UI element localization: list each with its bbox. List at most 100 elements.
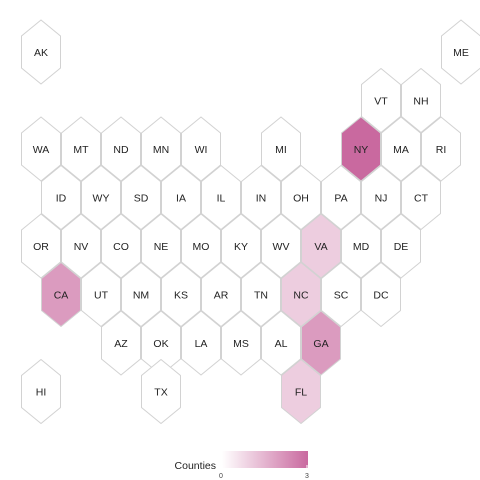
state-tile-ut: UT (81, 261, 121, 328)
state-tile-ma: MA (381, 116, 421, 182)
state-label-ma: MA (393, 144, 409, 156)
state-tile-ct: CT (401, 164, 441, 231)
legend-min-label: 0 (219, 473, 223, 480)
state-hex-al (261, 310, 301, 376)
state-hex-oh (281, 164, 321, 231)
state-hex-dc (361, 261, 401, 328)
state-tile-wv: WV (261, 213, 301, 279)
state-hex-vt (361, 67, 401, 134)
state-label-ia: IA (176, 193, 186, 205)
state-label-de: DE (394, 241, 409, 253)
state-tile-nj: NJ (361, 164, 401, 231)
state-tile-la: LA (181, 310, 221, 376)
state-label-ny: NY (354, 144, 369, 156)
state-tile-co: CO (101, 213, 141, 279)
state-tile-ia: IA (161, 164, 201, 231)
state-hex-sd (121, 164, 161, 231)
state-tile-md: MD (341, 213, 381, 279)
state-label-ca: CA (54, 290, 69, 302)
state-tile-mi: MI (261, 116, 301, 182)
state-label-wv: WV (273, 241, 290, 253)
state-hex-ks (161, 261, 201, 328)
state-tile-ky: KY (221, 213, 261, 279)
state-label-ak: AK (34, 47, 48, 59)
state-hex-fl (281, 358, 321, 425)
state-label-co: CO (113, 241, 129, 253)
state-hexagons: AK ME VT NH WA MT ND MN WI MI NY MA RI ID WY SD IA IL IN OH… (21, 19, 480, 425)
state-hex-va (301, 213, 341, 279)
state-hex-tn (241, 261, 281, 328)
state-hex-id (41, 164, 81, 231)
state-label-oh: OH (293, 193, 309, 205)
state-label-vt: VT (374, 96, 388, 108)
state-tile-or: OR (21, 213, 61, 279)
state-label-il: IL (217, 193, 226, 205)
state-label-ok: OK (153, 338, 168, 350)
state-hex-mn (141, 116, 181, 182)
state-hex-in (241, 164, 281, 231)
state-tile-nv: NV (61, 213, 101, 279)
state-label-in: IN (256, 193, 267, 205)
state-label-ar: AR (214, 290, 229, 302)
state-label-id: ID (56, 193, 67, 205)
state-label-az: AZ (114, 338, 128, 350)
state-label-nc: NC (293, 290, 309, 302)
state-label-fl: FL (295, 387, 307, 399)
state-hex-wy (81, 164, 121, 231)
state-tile-in: IN (241, 164, 281, 231)
state-hex-tx (141, 358, 181, 425)
state-tile-de: DE (381, 213, 421, 279)
state-tile-me: ME (441, 19, 480, 85)
state-hex-nj (361, 164, 401, 231)
state-tile-mn: MN (141, 116, 181, 182)
state-tile-ar: AR (201, 261, 241, 328)
state-hex-ny (341, 116, 381, 182)
state-hex-nc (281, 261, 321, 328)
state-label-tx: TX (154, 387, 167, 399)
state-tile-id: ID (41, 164, 81, 231)
state-hex-ms (221, 310, 261, 376)
state-tile-tx: TX (141, 358, 181, 425)
state-hex-az (101, 310, 141, 376)
state-hex-mt (61, 116, 101, 182)
state-label-al: AL (275, 338, 288, 350)
state-label-nm: NM (133, 290, 149, 302)
state-hex-or (21, 213, 61, 279)
state-label-me: ME (453, 47, 469, 59)
state-label-wy: WY (93, 193, 110, 205)
state-label-ga: GA (313, 338, 328, 350)
state-label-mn: MN (153, 144, 169, 156)
state-hex-ri (421, 116, 461, 182)
state-tile-vt: VT (361, 67, 401, 134)
state-label-hi: HI (36, 387, 47, 399)
state-hex-md (341, 213, 381, 279)
state-tile-dc: DC (361, 261, 401, 328)
state-tile-nm: NM (121, 261, 161, 328)
state-hex-hi (21, 358, 61, 425)
state-label-ky: KY (234, 241, 248, 253)
state-hex-mo (181, 213, 221, 279)
state-label-ks: KS (174, 290, 188, 302)
state-label-sd: SD (134, 193, 149, 205)
state-label-or: OR (33, 241, 49, 253)
state-hex-co (101, 213, 141, 279)
state-hex-wi (181, 116, 221, 182)
state-label-la: LA (195, 338, 208, 350)
state-label-ri: RI (436, 144, 447, 156)
state-label-mi: MI (275, 144, 287, 156)
state-tile-wy: WY (81, 164, 121, 231)
state-tile-wi: WI (181, 116, 221, 182)
state-hex-sc (321, 261, 361, 328)
state-hex-ut (81, 261, 121, 328)
state-tile-il: IL (201, 164, 241, 231)
state-hex-il (201, 164, 241, 231)
state-hex-nv (61, 213, 101, 279)
state-tile-fl: FL (281, 358, 321, 425)
state-hex-ak (21, 19, 61, 85)
state-tile-ok: OK (141, 310, 181, 376)
state-hex-mi (261, 116, 301, 182)
state-tile-va: VA (301, 213, 341, 279)
legend: Counties 0 3 (175, 451, 309, 480)
